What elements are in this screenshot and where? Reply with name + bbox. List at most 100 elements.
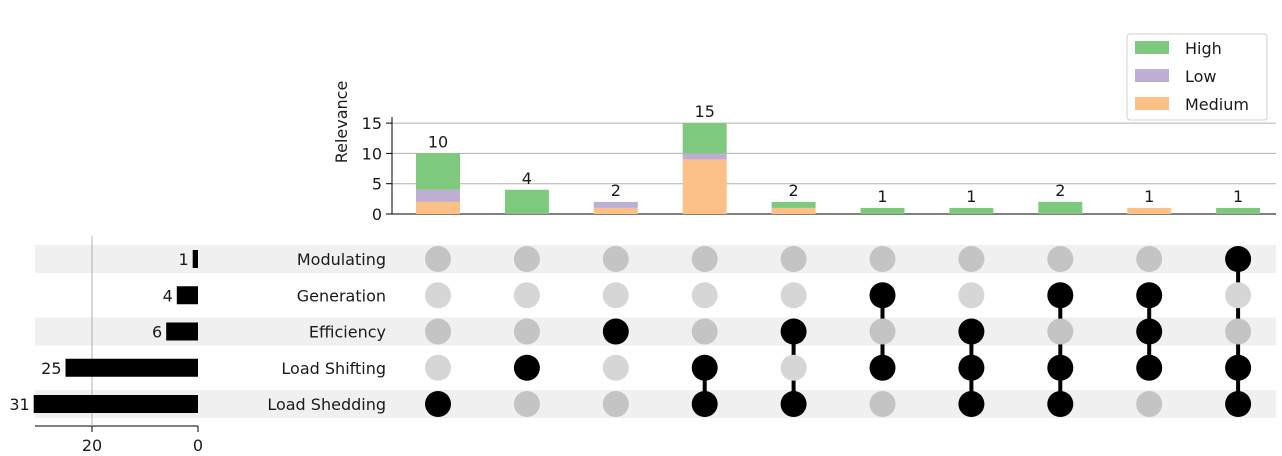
matrix-row-stripe: [35, 317, 1276, 346]
matrix-dot-inactive: [869, 391, 896, 417]
bar-segment-high: [860, 207, 905, 214]
bar-segment-low: [682, 153, 727, 160]
y-tick-label: 0: [372, 205, 382, 224]
bar-count-label: 10: [428, 132, 448, 151]
set-name-label: Efficiency: [309, 323, 386, 342]
matrix-dot-inactive: [602, 282, 629, 309]
intersection-count-labels: 10 4 2 15 2 1 1 2 1 1: [428, 102, 1243, 206]
set-size-bar: [166, 322, 198, 341]
intersection-matrix: [425, 246, 1252, 417]
matrix-dot-active: [1136, 354, 1163, 381]
matrix-dot-active: [691, 354, 718, 381]
matrix-row-stripe: [35, 390, 1276, 418]
bar-count-label: 1: [1144, 187, 1154, 206]
bar-count-label: 4: [522, 169, 532, 188]
set-size-bar: [33, 395, 199, 413]
y-tick-label: 15: [362, 114, 382, 133]
set-name-label: Load Shifting: [281, 359, 386, 378]
set-size-axis: 20 0: [35, 236, 203, 455]
legend-label: High: [1185, 39, 1222, 58]
matrix-dot-inactive: [869, 246, 896, 272]
y-axis-label: Relevance: [332, 81, 351, 164]
matrix-dot-active: [958, 318, 985, 345]
bar-segment-high: [949, 207, 994, 214]
bar-count-label: 2: [611, 181, 621, 200]
bar-segment-medium: [771, 207, 816, 214]
bar-segment-high: [1216, 207, 1261, 214]
matrix-dot-inactive: [425, 246, 451, 272]
matrix-dot-active: [1225, 246, 1252, 272]
bar-count-label: 15: [695, 102, 715, 121]
matrix-dot-active: [1047, 391, 1074, 417]
set-size-label: 25: [41, 359, 61, 378]
set-size-bar: [192, 250, 198, 268]
matrix-dot-inactive: [958, 246, 985, 272]
matrix-dot-active: [1225, 391, 1252, 417]
bar-segment-low: [593, 201, 638, 208]
set-size-label: 4: [163, 286, 173, 305]
matrix-dot-active: [425, 391, 451, 417]
set-size-bar: [65, 358, 198, 377]
matrix-dot-inactive: [513, 318, 540, 345]
bar-count-label: 2: [789, 181, 799, 200]
matrix-row-stripe: [35, 245, 1276, 273]
matrix-dot-active: [1136, 282, 1163, 309]
matrix-dot-inactive: [958, 282, 985, 309]
bar-segment-medium: [593, 207, 638, 214]
matrix-dot-inactive: [1047, 246, 1074, 272]
matrix-dot-active: [1047, 354, 1074, 381]
matrix-dot-inactive: [869, 318, 896, 345]
matrix-dot-active: [1047, 282, 1074, 309]
y-tick-label: 10: [362, 144, 382, 163]
set-size-tick-label: 20: [82, 436, 102, 455]
bar-segment-medium: [682, 159, 727, 214]
bar-count-label: 1: [1233, 187, 1243, 206]
bar-segment-high: [1038, 201, 1083, 214]
matrix-dot-inactive: [691, 246, 718, 272]
matrix-dot-active: [958, 354, 985, 381]
legend-label: Low: [1185, 67, 1217, 86]
bar-segment-medium: [416, 201, 460, 214]
bar-y-axis: 0 5 10 15: [362, 114, 1276, 224]
set-size-bars: 146 25 31: [9, 250, 199, 414]
legend-swatch: [1135, 41, 1169, 54]
legend: High Low Medium: [1126, 33, 1268, 121]
matrix-dot-inactive: [425, 354, 451, 381]
intersection-bars: [416, 123, 1261, 214]
matrix-dot-inactive: [602, 391, 629, 417]
matrix-dot-inactive: [1136, 391, 1163, 417]
matrix-dot-active: [1225, 354, 1252, 381]
set-size-label: 31: [9, 395, 29, 414]
matrix-dot-active: [780, 318, 807, 345]
legend-swatch: [1135, 97, 1169, 110]
matrix-dot-inactive: [1225, 282, 1252, 309]
matrix-dot-inactive: [513, 391, 540, 417]
matrix-dot-active: [780, 391, 807, 417]
matrix-dot-inactive: [425, 282, 451, 309]
matrix-dot-inactive: [691, 282, 718, 309]
set-name-label: Load Shedding: [267, 395, 386, 414]
bar-segment-high: [771, 201, 816, 208]
matrix-dot-inactive: [1047, 318, 1074, 345]
bar-segment-high: [682, 123, 727, 154]
matrix-dot-inactive: [691, 318, 718, 345]
set-name-labels: Modulating Generation Efficiency Load Shift…: [267, 250, 386, 414]
matrix-dot-inactive: [780, 246, 807, 272]
matrix-dot-active: [602, 318, 629, 345]
matrix-dot-inactive: [780, 354, 807, 381]
bar-segment-high: [504, 189, 549, 214]
matrix-dot-inactive: [425, 318, 451, 345]
matrix-dot-inactive: [602, 246, 629, 272]
matrix-dot-inactive: [1136, 246, 1163, 272]
bar-segment-medium: [1127, 207, 1172, 214]
bar-count-label: 1: [966, 187, 976, 206]
matrix-dot-inactive: [602, 354, 629, 381]
bar-segment-high: [416, 153, 460, 190]
matrix-dot-active: [869, 354, 896, 381]
matrix-dot-active: [869, 282, 896, 309]
set-size-bar: [176, 286, 198, 305]
legend-label: Medium: [1185, 95, 1249, 114]
set-size-label: 1: [179, 250, 189, 269]
bar-segment-low: [416, 189, 460, 202]
